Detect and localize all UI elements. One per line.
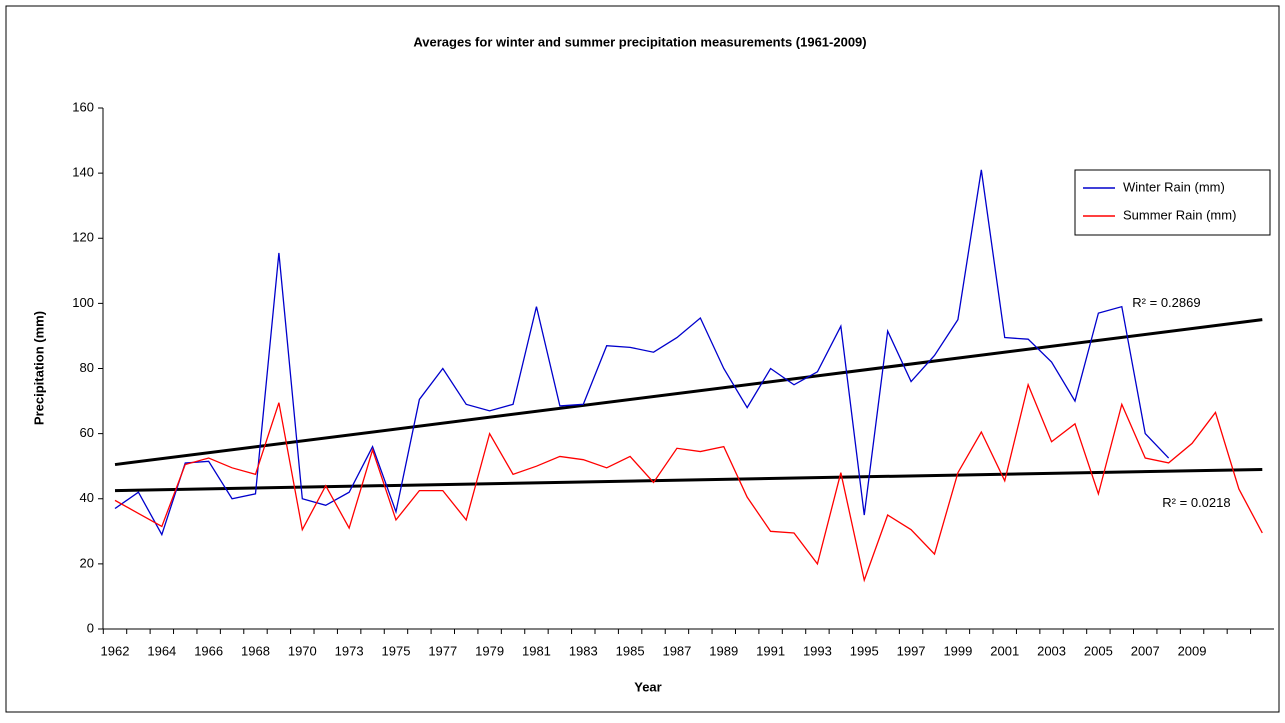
x-tick-label: 1995 [850, 643, 879, 658]
trend-label: R² = 0.0218 [1162, 495, 1230, 510]
y-axis-label: Precipitation (mm) [31, 311, 46, 425]
y-tick-label: 60 [80, 425, 94, 440]
x-tick-label: 2009 [1178, 643, 1207, 658]
y-tick-label: 120 [72, 230, 94, 245]
y-tick-label: 0 [87, 620, 94, 635]
y-tick-label: 100 [72, 295, 94, 310]
trend-line [114, 467, 1263, 493]
x-tick-label: 1973 [335, 643, 364, 658]
legend-box [1074, 169, 1271, 236]
x-tick-label: 1966 [194, 643, 223, 658]
x-tick-label: 1983 [569, 643, 598, 658]
legend-label: Winter Rain (mm) [1123, 179, 1225, 194]
x-tick-label: 1975 [382, 643, 411, 658]
x-tick-label: 2001 [990, 643, 1019, 658]
x-tick-label: 1991 [756, 643, 785, 658]
x-tick-label: 1985 [616, 643, 645, 658]
x-tick-label: 2005 [1084, 643, 1113, 658]
y-tick-label: 160 [72, 99, 94, 114]
data-line [114, 169, 1170, 537]
trend-line [114, 318, 1263, 467]
x-tick-label: 1970 [288, 643, 317, 658]
x-tick-label: 1997 [897, 643, 926, 658]
chart-title: Averages for winter and summer precipita… [413, 34, 866, 49]
x-tick-label: 1979 [475, 643, 504, 658]
y-tick-label: 40 [80, 490, 94, 505]
x-tick-label: 1987 [662, 643, 691, 658]
x-tick-label: 2007 [1131, 643, 1160, 658]
chart-frame [5, 5, 1280, 713]
x-tick-label: 1964 [147, 643, 176, 658]
legend-label: Summer Rain (mm) [1123, 207, 1236, 222]
y-tick-label: 80 [80, 360, 94, 375]
x-tick-label: 1962 [101, 643, 130, 658]
x-tick-label: 1968 [241, 643, 270, 658]
x-tick-label: 1993 [803, 643, 832, 658]
y-tick-label: 20 [80, 555, 94, 570]
y-tick-label: 140 [72, 165, 94, 180]
x-axis-label: Year [634, 679, 661, 694]
x-tick-label: 1999 [943, 643, 972, 658]
data-line [114, 382, 1263, 583]
x-tick-label: 2003 [1037, 643, 1066, 658]
trend-label: R² = 0.2869 [1132, 295, 1200, 310]
x-tick-label: 1989 [709, 643, 738, 658]
x-tick-label: 1977 [428, 643, 457, 658]
x-tick-label: 1981 [522, 643, 551, 658]
